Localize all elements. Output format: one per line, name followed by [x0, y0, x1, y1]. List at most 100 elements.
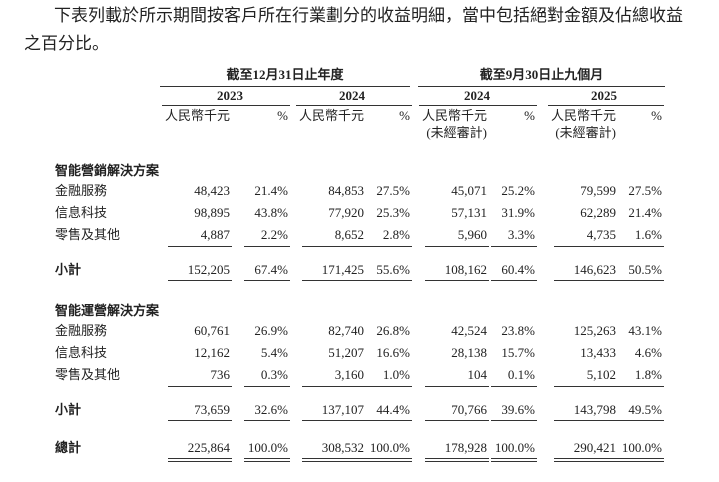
rule [618, 420, 664, 421]
pct-header: % [524, 108, 535, 123]
rule [554, 386, 618, 387]
rule [618, 246, 664, 247]
rule [366, 386, 412, 387]
rule [618, 280, 664, 281]
row-label: 金融服務 [55, 183, 108, 198]
rule [244, 280, 290, 281]
subtotal-cell: 49.5% [628, 402, 662, 417]
total-cell: 100.0% [494, 440, 535, 455]
cell: 16.6% [376, 345, 410, 360]
rule [302, 246, 366, 247]
cell: 21.4% [254, 183, 288, 198]
rule [168, 386, 232, 387]
rule [425, 386, 489, 387]
cell: 51,207 [328, 345, 364, 360]
subtotal-cell: 171,425 [321, 262, 364, 277]
cell: 1.0% [382, 367, 410, 382]
cell: 27.5% [628, 183, 662, 198]
cell: 45,071 [451, 183, 487, 198]
rule [554, 280, 618, 281]
unit-header: 人民幣千元 [298, 108, 364, 123]
row-label: 信息科技 [55, 345, 108, 360]
cell: 125,263 [573, 323, 616, 338]
rule [302, 386, 366, 387]
subtotal-cell: 55.6% [376, 262, 410, 277]
rule [425, 280, 489, 281]
unit-header: 人民幣千元 [421, 108, 487, 123]
rule [244, 461, 290, 462]
cell: 98,895 [194, 205, 230, 220]
cell: 4,887 [200, 227, 230, 242]
cell: 25.2% [501, 183, 535, 198]
subtotal-cell: 143,798 [573, 402, 616, 417]
cell: 736 [210, 367, 231, 382]
rule [419, 105, 537, 106]
cell: 42,524 [451, 323, 487, 338]
rule [366, 458, 412, 459]
rule [491, 280, 537, 281]
rule [491, 420, 537, 421]
rule [491, 458, 537, 459]
row-label: 信息科技 [55, 205, 108, 220]
cell: 26.9% [254, 323, 288, 338]
cell: 31.9% [501, 205, 535, 220]
cell: 5,102 [586, 367, 616, 382]
rule [366, 246, 412, 247]
total-cell: 290,421 [573, 440, 616, 455]
section-title: 智能運營解決方案 [55, 303, 160, 318]
subtotal-cell: 108,162 [444, 262, 487, 277]
subtotal-cell: 39.6% [501, 402, 535, 417]
rule [168, 420, 232, 421]
total-cell: 178,928 [444, 440, 487, 455]
total-cell: 100.0% [369, 440, 410, 455]
total-label: 總計 [55, 440, 82, 455]
rule [168, 246, 232, 247]
cell: 25.3% [376, 205, 410, 220]
cell: 60,761 [194, 323, 230, 338]
pct-header: % [399, 108, 410, 123]
intro-text: 下表列載於所示期間按客戶所在行業劃分的收益明細，當中包括絕對金額及佔總收益之百分… [24, 6, 683, 53]
cell: 5,960 [457, 227, 487, 242]
cell: 21.4% [628, 205, 662, 220]
rule [491, 461, 537, 462]
subtotal-cell: 70,766 [451, 402, 487, 417]
subtotal-label: 小計 [55, 402, 82, 417]
rule [168, 458, 232, 459]
cell: 23.8% [501, 323, 535, 338]
cell: 62,289 [580, 205, 616, 220]
subtotal-cell: 32.6% [254, 402, 288, 417]
rule [366, 461, 412, 462]
rule [425, 461, 489, 462]
subtotal-cell: 146,623 [573, 262, 616, 277]
group-header: 截至9月30日止九個月 [479, 67, 604, 82]
row-label: 金融服務 [55, 323, 108, 338]
cell: 0.3% [260, 367, 288, 382]
cell: 3,160 [334, 367, 364, 382]
pct-header: % [277, 108, 288, 123]
year-header: 2025 [591, 88, 617, 103]
cell: 1.6% [634, 227, 662, 242]
rule [554, 461, 618, 462]
rule [302, 461, 366, 462]
unaudited-note: (未經審計) [426, 125, 487, 140]
rule [244, 420, 290, 421]
year-header: 2023 [217, 88, 243, 103]
rule [418, 86, 665, 87]
cell: 48,423 [194, 183, 230, 198]
year-header: 2024 [339, 88, 365, 103]
cell: 57,131 [451, 205, 487, 220]
cell: 28,138 [451, 345, 487, 360]
cell: 4.6% [634, 345, 662, 360]
subtotal-cell: 137,107 [321, 402, 364, 417]
rule [618, 458, 664, 459]
rule [296, 105, 412, 106]
rule [554, 246, 618, 247]
rule [302, 458, 366, 459]
row-label: 零售及其他 [55, 367, 121, 382]
rule [366, 280, 412, 281]
rule [302, 420, 366, 421]
section-title: 智能營銷解決方案 [55, 163, 160, 178]
group-header: 截至12月31日止年度 [226, 67, 344, 82]
subtotal-cell: 44.4% [376, 402, 410, 417]
